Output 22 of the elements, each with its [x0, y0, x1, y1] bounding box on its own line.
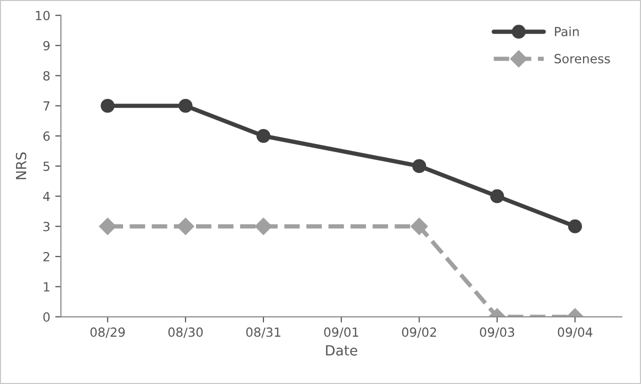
y-tick-label: 6	[43, 131, 50, 141]
x-tick-label: 08/30	[168, 327, 203, 338]
y-tick-label: 10	[36, 10, 50, 20]
y-tick-label: 2	[43, 252, 50, 262]
y-tick-label: 3	[43, 222, 50, 232]
y-tick-label: 5	[43, 162, 50, 172]
x-tick-label: 09/03	[480, 327, 514, 338]
x-tick-label: 08/29	[90, 327, 125, 338]
y-axis-title: NRS	[16, 152, 26, 180]
y-tick-label: 1	[44, 282, 50, 292]
x-tick-label: 09/01	[324, 327, 358, 338]
legend-label: Pain	[554, 26, 579, 36]
y-tick-label: 0	[43, 312, 50, 322]
x-axis-title: Date	[326, 345, 358, 356]
x-tick-label: 08/31	[246, 327, 280, 338]
x-tick-label: 09/02	[402, 327, 436, 338]
y-tick-label: 8	[43, 71, 50, 81]
x-tick-label: 09/04	[558, 327, 592, 338]
legend-label: Soreness	[554, 54, 610, 64]
y-tick-label: 4	[43, 192, 50, 201]
y-tick-label: 9	[43, 40, 50, 50]
y-tick-label: 7	[44, 101, 50, 111]
